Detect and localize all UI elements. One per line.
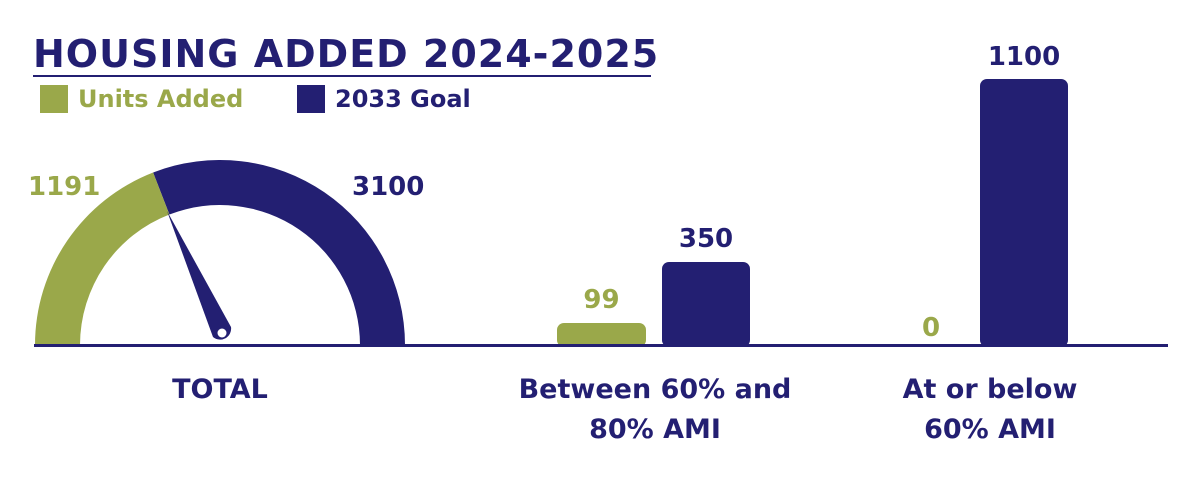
gauge-needle — [167, 211, 232, 340]
bar-60-80-goal-value: 350 — [678, 224, 734, 254]
category-60-80-line1: Between 60% and — [518, 374, 792, 405]
legend-label-units-added: Units Added — [78, 85, 244, 113]
gauge-units-added-arc — [35, 172, 170, 345]
legend-label-2033-goal: 2033 Goal — [335, 85, 471, 113]
legend-item-units-added: Units Added — [40, 85, 243, 113]
gauge-goal-arc — [153, 159, 405, 345]
legend-item-2033-goal: 2033 Goal — [297, 85, 471, 113]
gauge-needle-pivot — [217, 328, 227, 338]
bar-60-80-goal — [662, 262, 750, 347]
bar-60-80-units-added-value: 99 — [583, 285, 620, 315]
gauge-goal-value: 3100 — [352, 172, 425, 202]
baseline — [34, 344, 1168, 347]
legend-swatch-2033-goal — [297, 85, 325, 113]
legend-swatch-units-added — [40, 85, 68, 113]
title-underline — [33, 75, 651, 77]
bar-60-80-units-added — [557, 323, 646, 347]
bar-below-60-goal-value: 1100 — [987, 42, 1061, 72]
bar-below-60-goal — [980, 79, 1068, 347]
category-total: TOTAL — [172, 374, 268, 405]
category-below-60-line2: 60% AMI — [924, 414, 1056, 445]
bar-below-60-units-added-value: 0 — [921, 313, 941, 343]
category-60-80-line2: 80% AMI — [589, 414, 721, 445]
gauge-units-added-value: 1191 — [28, 172, 101, 202]
category-below-60-line1: At or below — [902, 374, 1078, 405]
chart-title: HOUSING ADDED 2024-2025 — [33, 32, 660, 76]
